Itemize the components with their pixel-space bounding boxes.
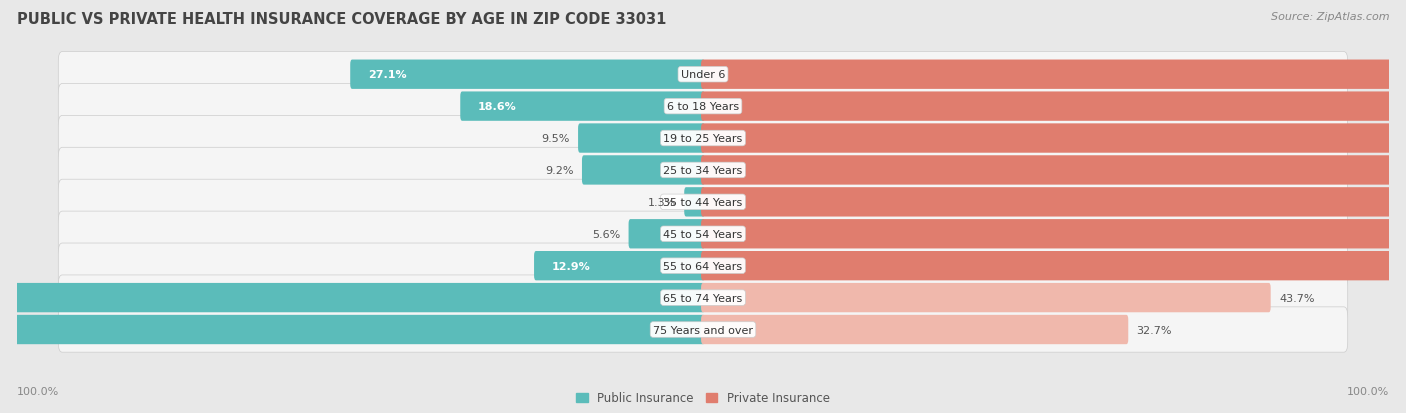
Legend: Public Insurance, Private Insurance: Public Insurance, Private Insurance [576, 392, 830, 404]
Text: 12.9%: 12.9% [551, 261, 591, 271]
FancyBboxPatch shape [58, 275, 1348, 320]
FancyBboxPatch shape [460, 92, 704, 121]
FancyBboxPatch shape [58, 243, 1348, 289]
FancyBboxPatch shape [582, 156, 704, 185]
FancyBboxPatch shape [702, 124, 1406, 153]
Text: PUBLIC VS PRIVATE HEALTH INSURANCE COVERAGE BY AGE IN ZIP CODE 33031: PUBLIC VS PRIVATE HEALTH INSURANCE COVER… [17, 12, 666, 27]
Text: 45 to 54 Years: 45 to 54 Years [664, 229, 742, 239]
Text: 32.7%: 32.7% [1136, 325, 1173, 335]
Text: Under 6: Under 6 [681, 70, 725, 80]
FancyBboxPatch shape [58, 52, 1348, 97]
FancyBboxPatch shape [0, 315, 704, 344]
Text: 27.1%: 27.1% [368, 70, 406, 80]
Text: 100.0%: 100.0% [1347, 387, 1389, 396]
FancyBboxPatch shape [578, 124, 704, 153]
Text: 9.5%: 9.5% [541, 134, 569, 144]
FancyBboxPatch shape [58, 84, 1348, 129]
FancyBboxPatch shape [534, 252, 704, 281]
Text: 75 Years and over: 75 Years and over [652, 325, 754, 335]
FancyBboxPatch shape [628, 220, 704, 249]
FancyBboxPatch shape [58, 148, 1348, 193]
Text: 55 to 64 Years: 55 to 64 Years [664, 261, 742, 271]
FancyBboxPatch shape [0, 283, 704, 313]
FancyBboxPatch shape [58, 116, 1348, 161]
FancyBboxPatch shape [58, 307, 1348, 352]
FancyBboxPatch shape [58, 180, 1348, 225]
Text: 5.6%: 5.6% [592, 229, 620, 239]
Text: 18.6%: 18.6% [478, 102, 516, 112]
FancyBboxPatch shape [702, 60, 1406, 90]
Text: 65 to 74 Years: 65 to 74 Years [664, 293, 742, 303]
Text: 9.2%: 9.2% [546, 166, 574, 176]
Text: 19 to 25 Years: 19 to 25 Years [664, 134, 742, 144]
Text: 6 to 18 Years: 6 to 18 Years [666, 102, 740, 112]
FancyBboxPatch shape [702, 283, 1271, 313]
FancyBboxPatch shape [350, 60, 704, 90]
Text: Source: ZipAtlas.com: Source: ZipAtlas.com [1271, 12, 1389, 22]
FancyBboxPatch shape [702, 156, 1406, 185]
Text: 43.7%: 43.7% [1279, 293, 1315, 303]
FancyBboxPatch shape [702, 315, 1128, 344]
FancyBboxPatch shape [702, 92, 1406, 121]
FancyBboxPatch shape [685, 188, 704, 217]
FancyBboxPatch shape [702, 220, 1406, 249]
Text: 100.0%: 100.0% [17, 387, 59, 396]
FancyBboxPatch shape [702, 188, 1406, 217]
Text: 35 to 44 Years: 35 to 44 Years [664, 197, 742, 207]
FancyBboxPatch shape [58, 211, 1348, 257]
Text: 25 to 34 Years: 25 to 34 Years [664, 166, 742, 176]
Text: 1.3%: 1.3% [648, 197, 676, 207]
FancyBboxPatch shape [702, 252, 1406, 281]
